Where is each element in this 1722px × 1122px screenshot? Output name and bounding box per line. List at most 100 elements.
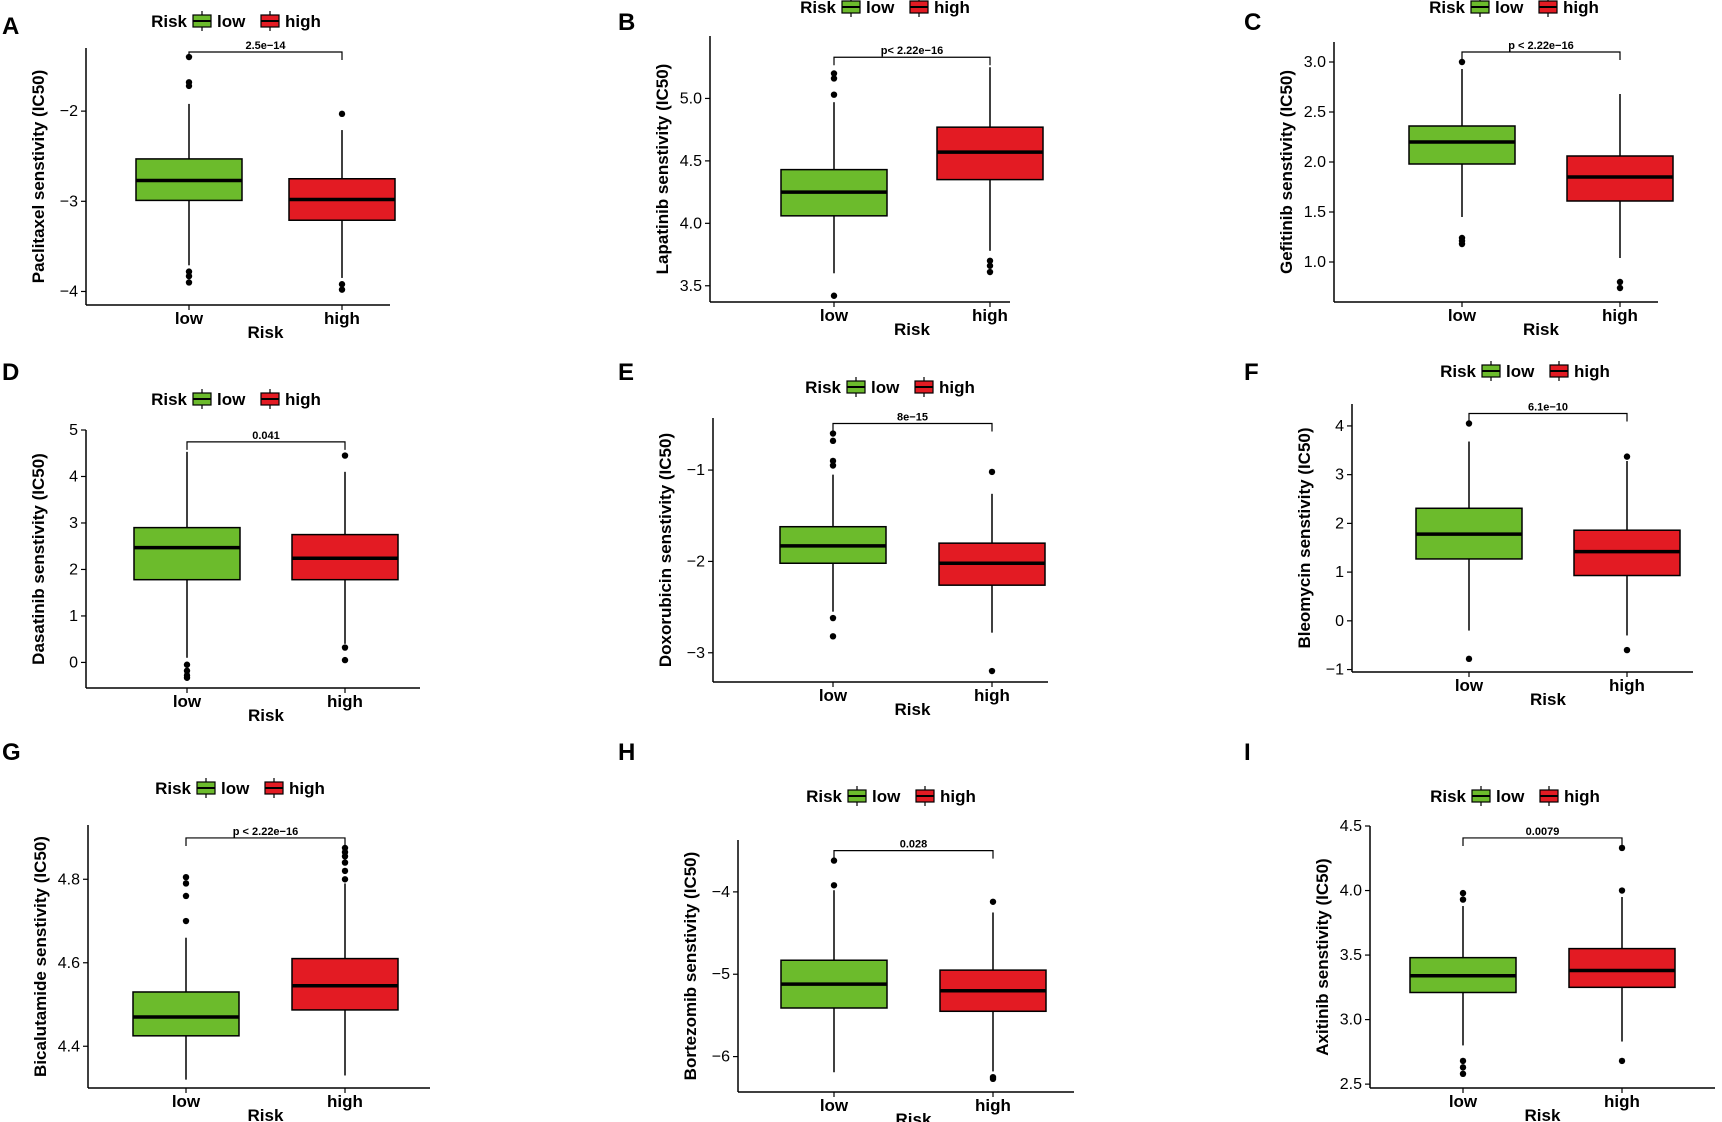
outlier-point (1459, 1070, 1467, 1078)
outlier-point (830, 292, 838, 299)
legend: Risk low high (1430, 786, 1600, 806)
legend-label-high: high (1563, 0, 1599, 17)
y-tick-label: 3.0 (1340, 1012, 1362, 1029)
outlier-point (185, 272, 193, 280)
legend-key-low (196, 778, 216, 798)
box-high (938, 468, 1046, 675)
y-tick-label: 4 (1335, 418, 1344, 435)
outlier-point (185, 279, 193, 286)
y-tick-label: 1.0 (1304, 254, 1326, 271)
outlier-point (185, 268, 193, 275)
y-tick-label: 3.5 (1340, 947, 1362, 964)
legend-label-high: high (1564, 787, 1600, 806)
legend-key-low (192, 389, 212, 409)
box-high (939, 898, 1047, 1083)
box-high (936, 67, 1044, 276)
outlier-point (341, 876, 349, 883)
legend-title: Risk (151, 390, 187, 409)
y-tick-label: 0 (1335, 613, 1344, 630)
outlier-point (829, 614, 837, 622)
outlier-point (830, 91, 838, 98)
y-tick-label: 4.0 (680, 215, 702, 232)
outlier-point (1459, 889, 1467, 897)
outlier-point (830, 882, 838, 889)
y-axis-title: Bicalutamide senstivity (IC50) (31, 836, 50, 1077)
legend-key-high (914, 377, 934, 397)
legend-key-low (1471, 786, 1491, 806)
y-tick-label: 4.0 (1340, 883, 1362, 900)
legend-title: Risk (1440, 362, 1476, 381)
legend: Risk low high (805, 377, 975, 397)
p-value-label: 6.1e−10 (1528, 401, 1568, 413)
legend-title: Risk (151, 12, 187, 31)
y-tick-label: 4.6 (58, 955, 80, 972)
bracket-line (188, 51, 343, 60)
outlier-point (1465, 420, 1473, 427)
significance-bracket: 2.5e−14 (188, 40, 343, 60)
legend: Risk low high (800, 0, 970, 17)
outlier-point (989, 898, 997, 905)
outlier-point (1618, 887, 1626, 894)
panel-letter: H (618, 739, 635, 766)
legend-key-low (1470, 0, 1490, 17)
outlier-point (341, 867, 349, 875)
legend-label-high: high (940, 787, 976, 806)
x-axis-title: Risk (248, 323, 284, 342)
x-category-label: low (172, 1092, 201, 1111)
outlier-point (1459, 896, 1467, 903)
legend-label-high: high (939, 378, 975, 397)
bracket-line (833, 849, 994, 859)
outlier-point (182, 892, 190, 900)
box-high (1568, 844, 1676, 1065)
legend-key-high (260, 389, 280, 409)
box-low (133, 451, 241, 681)
outlier-point (1618, 844, 1626, 852)
box-iqr (1408, 125, 1516, 165)
y-tick-label: 1 (69, 608, 78, 625)
legend-key-high (260, 11, 280, 31)
y-tick-label: −2 (687, 553, 705, 570)
y-tick-label: 2.0 (1304, 154, 1326, 171)
outlier-point (341, 656, 349, 664)
legend: Risk low high (151, 389, 321, 409)
x-axis-title: Risk (248, 1106, 284, 1122)
legend-label-low: low (871, 378, 900, 397)
box-low (1408, 58, 1516, 248)
box-low (1415, 420, 1523, 663)
outlier-point (986, 262, 994, 269)
x-category-label: low (173, 692, 202, 711)
x-category-label: high (975, 1096, 1011, 1115)
box-low (780, 70, 888, 299)
outlier-point (1618, 1057, 1626, 1065)
x-axis-title: Risk (894, 320, 930, 339)
box-high (288, 110, 396, 293)
outlier-point (830, 857, 838, 864)
legend-key-low (847, 786, 867, 806)
x-category-label: low (175, 309, 204, 328)
panel-letter: F (1244, 359, 1259, 386)
outlier-point (338, 281, 346, 288)
legend-title: Risk (800, 0, 836, 17)
outlier-point (1459, 1064, 1467, 1071)
legend-key-high (264, 778, 284, 798)
outlier-point (182, 917, 190, 925)
y-axis-title: Dasatinib senstivity (IC50) (29, 453, 48, 665)
box-iqr (133, 526, 241, 581)
x-category-label: high (327, 1092, 363, 1111)
outlier-point (341, 844, 349, 852)
significance-bracket: p< 2.22e−16 (833, 45, 991, 66)
legend-label-high: high (934, 0, 970, 17)
y-axis-title: Axitinib senstivity (IC50) (1313, 858, 1332, 1055)
y-tick-label: 2 (69, 561, 78, 578)
legend-title: Risk (155, 779, 191, 798)
outlier-point (1616, 284, 1624, 292)
x-category-label: low (820, 1096, 849, 1115)
y-tick-label: 2.5 (1340, 1076, 1362, 1093)
p-value-label: p< 2.22e−16 (881, 45, 943, 57)
legend-key-high (915, 786, 935, 806)
legend: Risk low high (806, 786, 976, 806)
outlier-point (988, 468, 996, 476)
legend-key-high (1538, 0, 1558, 17)
outlier-point (338, 286, 346, 293)
y-tick-label: −5 (712, 966, 730, 983)
